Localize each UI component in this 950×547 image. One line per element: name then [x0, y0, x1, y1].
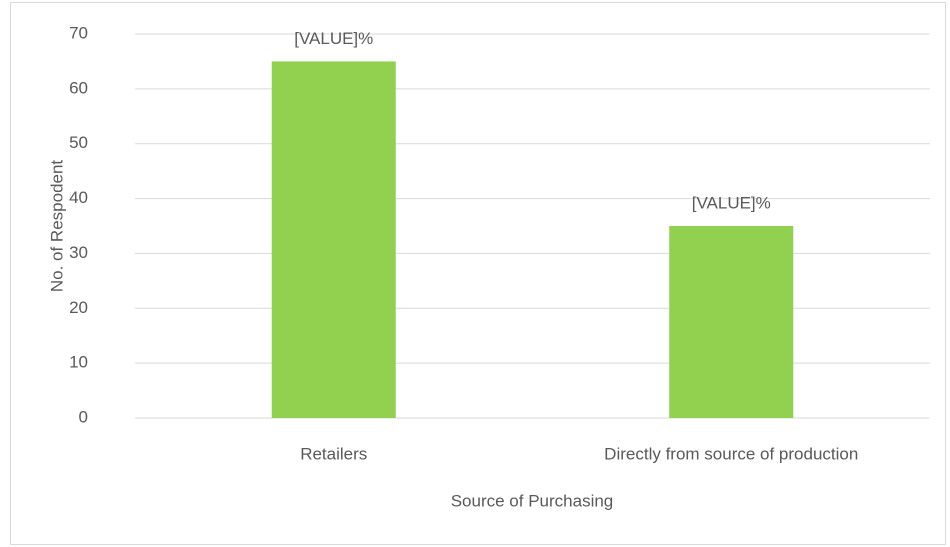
y-tick-label: 30 — [69, 243, 88, 262]
chart-frame — [10, 2, 946, 545]
y-axis-title: No. of Respodent — [47, 160, 66, 293]
x-tick-label: Directly from source of production — [604, 444, 858, 463]
x-tick-label: Retailers — [300, 444, 367, 463]
bar — [271, 61, 396, 419]
y-tick-label: 40 — [69, 188, 88, 207]
y-tick-label: 0 — [79, 407, 88, 426]
y-tick-label: 20 — [69, 298, 88, 317]
y-tick-label: 70 — [69, 23, 88, 42]
data-label: [VALUE]% — [692, 193, 771, 212]
y-tick-label: 50 — [69, 133, 88, 152]
x-axis-title: Source of Purchasing — [451, 491, 614, 510]
y-tick-label: 10 — [69, 353, 88, 372]
y-tick-label: 60 — [69, 78, 88, 97]
data-label: [VALUE]% — [294, 29, 373, 48]
bar — [669, 226, 794, 418]
